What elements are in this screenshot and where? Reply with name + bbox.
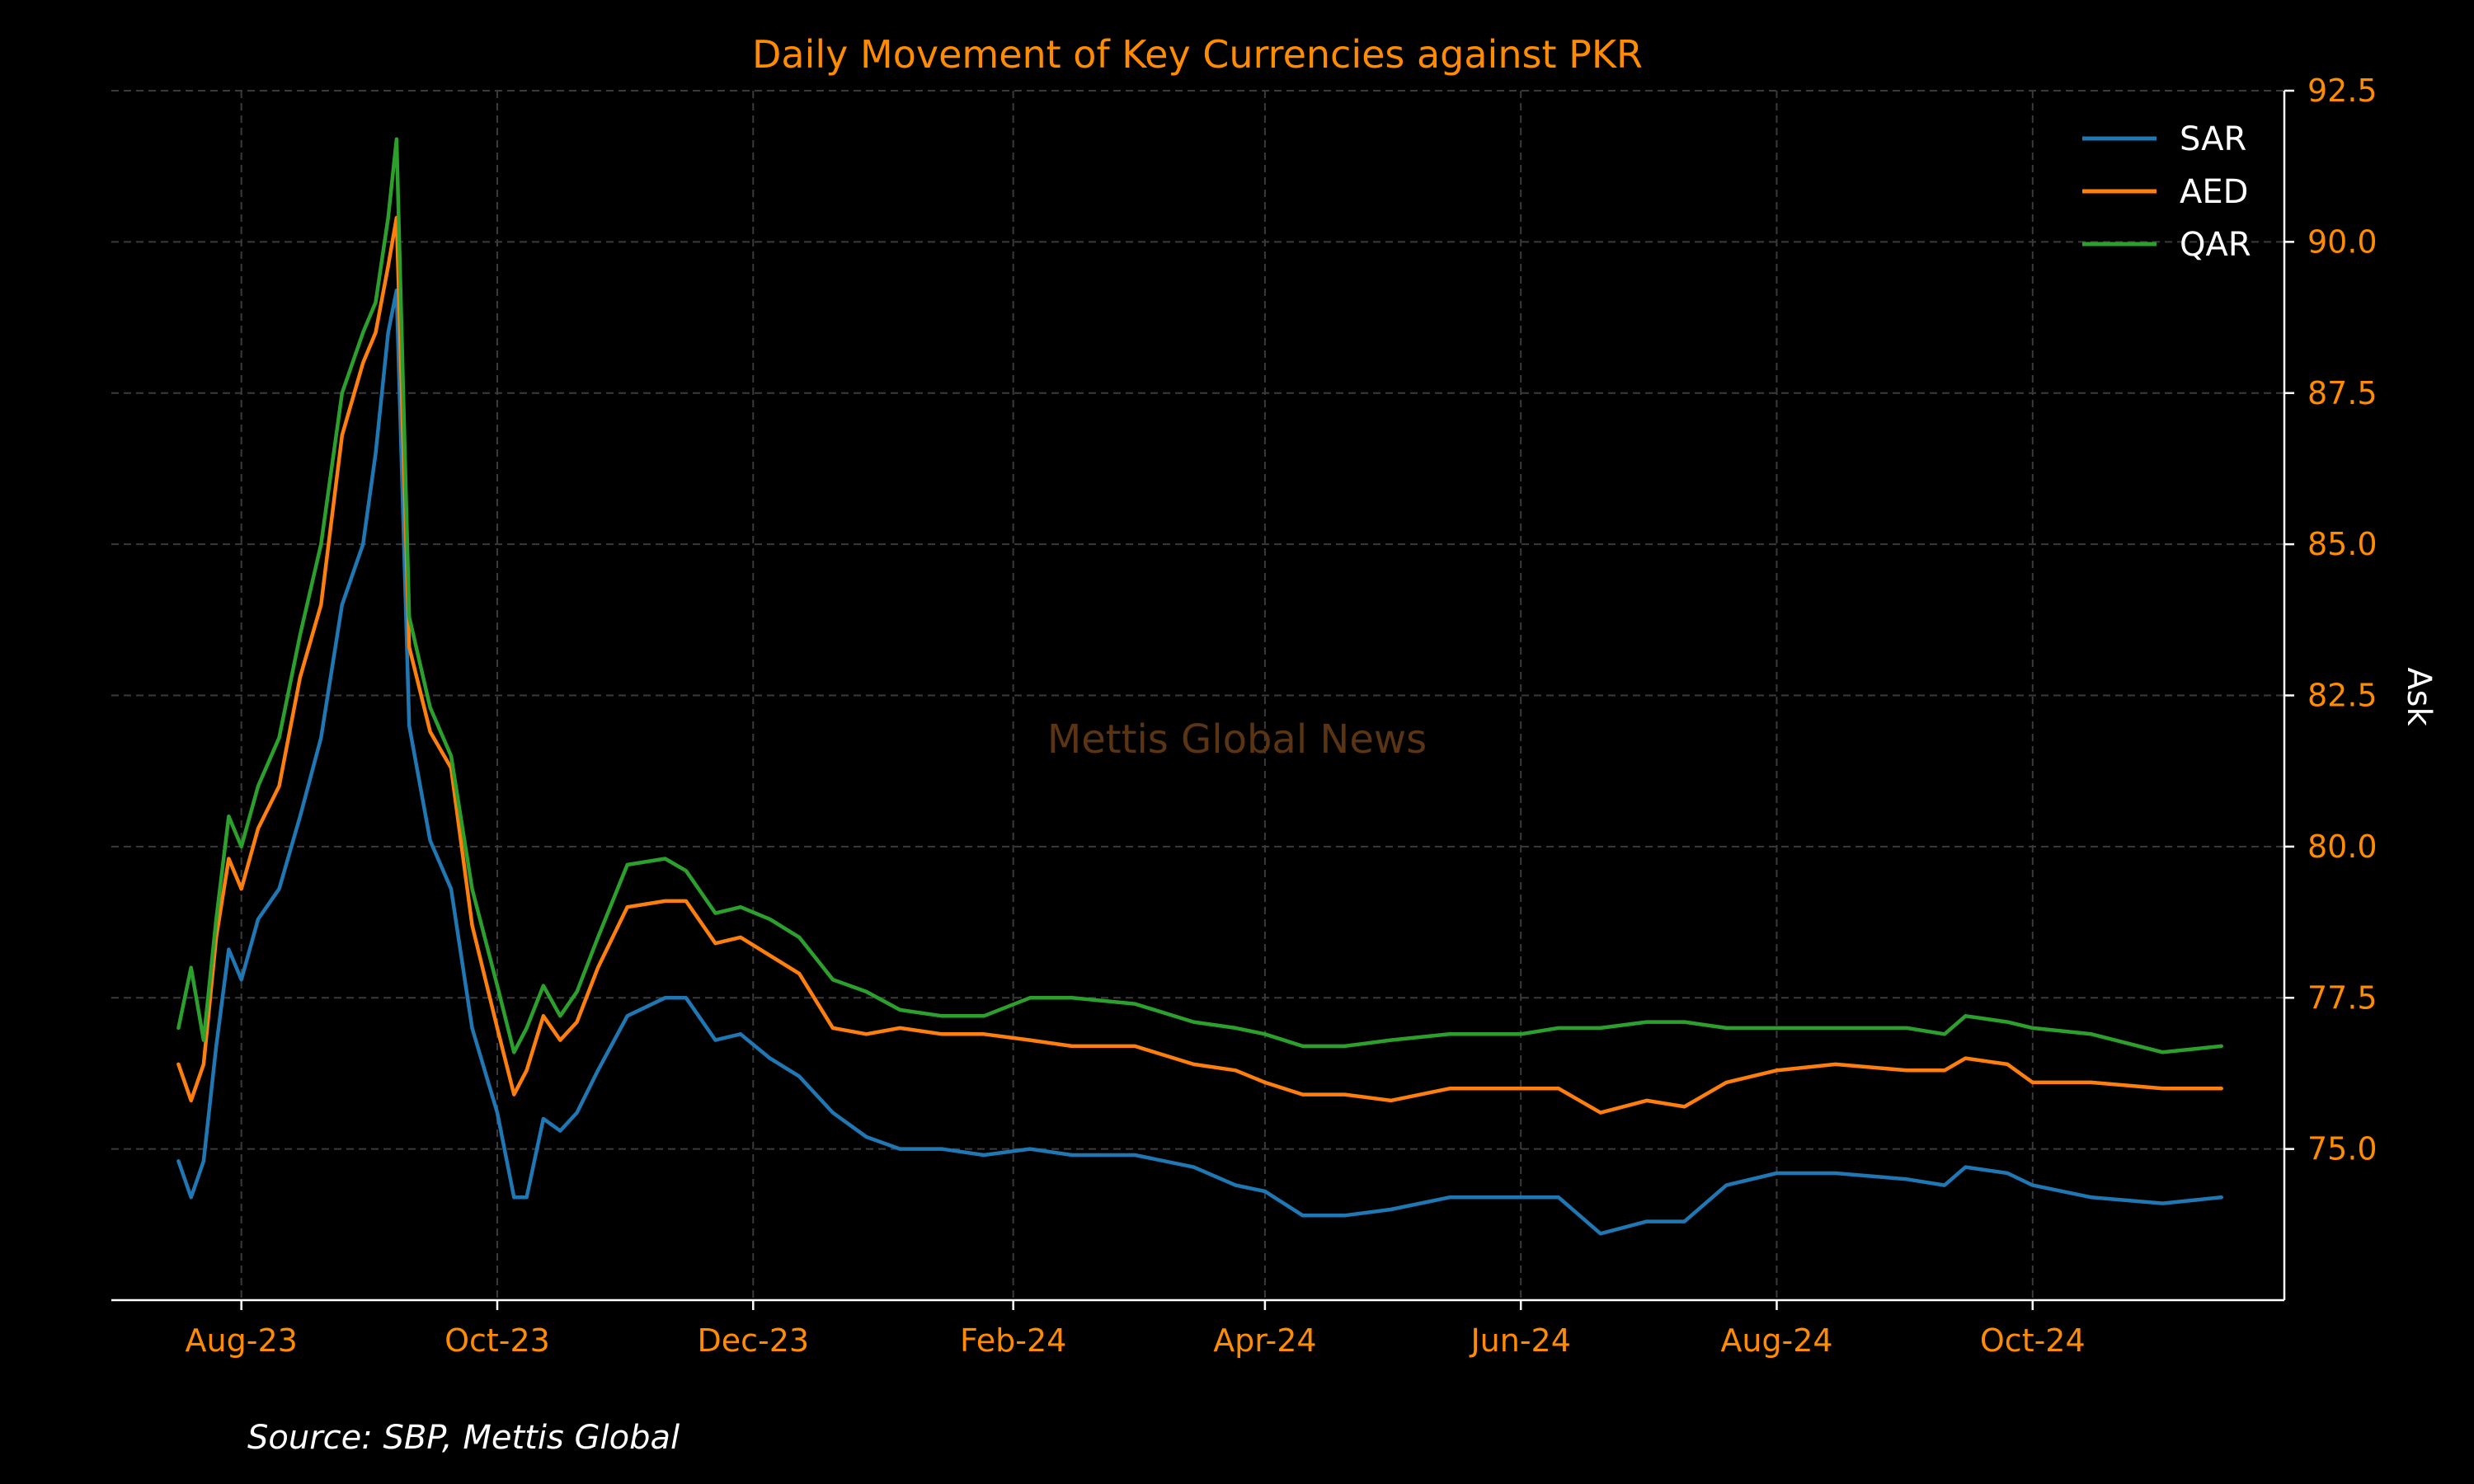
y-tick-label: 82.5	[2307, 678, 2378, 714]
x-tick-label: Apr-24	[1213, 1322, 1316, 1359]
series-line-sar	[176, 288, 2223, 1236]
y-tick-label: 85.0	[2307, 526, 2378, 562]
source-note: Source: SBP, Mettis Global	[247, 1419, 680, 1457]
y-tick-label: 75.0	[2307, 1131, 2378, 1167]
grid-layer	[111, 90, 2284, 1300]
x-tick-layer: Aug-23 Oct-23 Dec-23 Feb-24 Apr-24 Jun-24 Aug-…	[186, 1300, 2086, 1359]
y-tick-label: 87.5	[2307, 375, 2378, 411]
series-layer	[176, 137, 2223, 1236]
legend-item-sar: SAR	[2082, 120, 2246, 158]
x-tick-label: Aug-24	[1720, 1322, 1832, 1359]
y-tick-layer: 75.0 77.5 80.0 82.5 85.0 87.5 90.0 92.5	[2284, 73, 2378, 1167]
y-tick-label: 77.5	[2307, 979, 2378, 1016]
series-line-qar	[176, 137, 2223, 1054]
series-line-aed	[176, 215, 2223, 1115]
y-tick-label: 90.0	[2307, 223, 2378, 260]
y-tick-label: 92.5	[2307, 73, 2378, 109]
legend-label: AED	[2180, 173, 2248, 211]
legend-item-qar: QAR	[2082, 226, 2251, 264]
y-tick-label: 80.0	[2307, 829, 2378, 865]
x-tick-label: Aug-23	[186, 1322, 298, 1359]
legend: SAR AED QAR	[2082, 120, 2251, 264]
legend-label: QAR	[2180, 226, 2251, 264]
chart-title: Daily Movement of Key Currencies against…	[752, 32, 1643, 77]
x-tick-label: Feb-24	[960, 1322, 1066, 1359]
watermark-text: Mettis Global News	[1047, 716, 1427, 763]
y-axis-label: Ask	[2400, 667, 2438, 726]
x-tick-label: Oct-23	[444, 1322, 550, 1359]
legend-item-aed: AED	[2082, 173, 2248, 211]
x-tick-label: Dec-23	[697, 1322, 809, 1359]
legend-label: SAR	[2180, 120, 2246, 158]
x-tick-label: Jun-24	[1469, 1322, 1570, 1359]
x-tick-label: Oct-24	[1980, 1322, 2086, 1359]
